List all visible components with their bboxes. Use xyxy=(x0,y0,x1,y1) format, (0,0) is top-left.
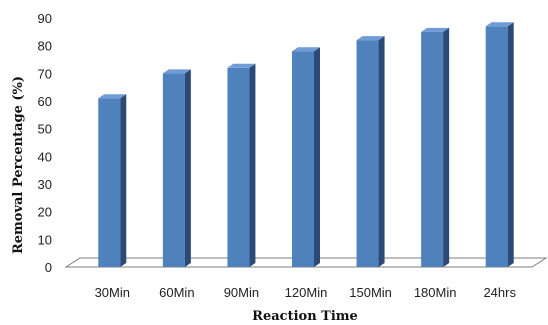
x-tick-label: 150Min xyxy=(349,285,392,300)
y-tick-label: 80 xyxy=(38,39,52,54)
bar-front xyxy=(357,40,379,267)
x-tick-label: 180Min xyxy=(414,285,457,300)
bar-front xyxy=(163,73,185,267)
bar xyxy=(486,22,514,267)
y-tick-label: 40 xyxy=(38,149,52,164)
bar-side xyxy=(249,64,255,267)
y-axis-ticks: 0 10 20 30 40 50 60 70 80 90 xyxy=(38,11,52,275)
bar-front xyxy=(98,98,120,267)
x-tick-label: 90Min xyxy=(224,285,259,300)
bar xyxy=(292,47,320,267)
bar-side xyxy=(120,94,126,267)
y-axis-title: Removal Percentage (%) xyxy=(11,76,26,254)
bar-front xyxy=(421,32,443,267)
y-tick-label: 0 xyxy=(45,260,52,275)
bar xyxy=(357,36,385,267)
bar xyxy=(98,94,126,267)
y-tick-label: 20 xyxy=(38,205,52,220)
bars xyxy=(98,22,513,267)
bar-side xyxy=(379,36,385,267)
x-tick-label: 24hrs xyxy=(483,285,516,300)
x-axis-ticks: 30Min 60Min 90Min 120Min 150Min 180Min 24hrs xyxy=(95,285,517,300)
bar xyxy=(421,28,449,267)
x-tick-label: 120Min xyxy=(285,285,328,300)
x-axis-title: Reaction Time xyxy=(252,309,358,324)
bar-side xyxy=(443,28,449,267)
y-tick-label: 70 xyxy=(38,66,52,81)
x-tick-label: 60Min xyxy=(159,285,194,300)
bar-side xyxy=(185,69,191,267)
y-tick-label: 60 xyxy=(38,94,52,109)
bar-front xyxy=(227,68,249,267)
bar-side xyxy=(314,47,320,267)
x-tick-label: 30Min xyxy=(95,285,130,300)
y-tick-label: 30 xyxy=(38,177,52,192)
y-tick-label: 50 xyxy=(38,122,52,137)
bar-side xyxy=(508,22,514,267)
bar-front xyxy=(486,26,508,267)
bar xyxy=(163,69,191,267)
y-tick-label: 90 xyxy=(38,11,52,26)
y-tick-label: 10 xyxy=(38,232,52,247)
bar xyxy=(227,64,255,267)
bar-front xyxy=(292,51,314,267)
